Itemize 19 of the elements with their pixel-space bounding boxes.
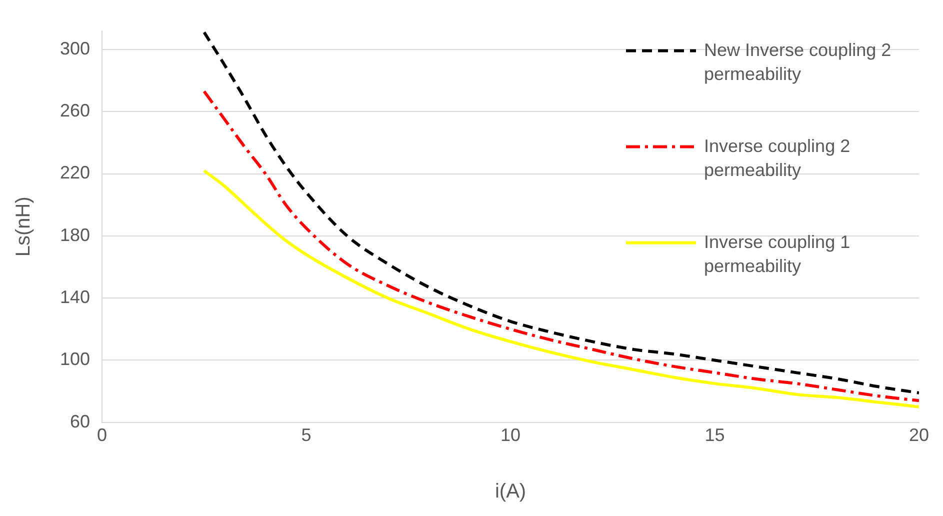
x-tick-label: 0 xyxy=(97,425,108,446)
y-tick-label: 260 xyxy=(60,100,90,121)
x-tick-label: 15 xyxy=(704,425,725,446)
y-tick-label: 60 xyxy=(70,411,90,432)
y-tick-label: 100 xyxy=(60,349,90,370)
line-series xyxy=(202,30,919,394)
line-series xyxy=(202,90,919,402)
y-tick-label: 300 xyxy=(60,38,90,58)
x-tick-label: 20 xyxy=(908,425,930,446)
y-axis-title: Ls(nH) xyxy=(12,196,35,257)
x-axis-title: i(A) xyxy=(494,480,526,503)
x-tick-label: 5 xyxy=(301,425,312,446)
y-tick-label: 220 xyxy=(60,162,90,183)
legend-label: Inverse coupling 2 permeability xyxy=(704,136,850,180)
y-tick-label: 140 xyxy=(60,287,90,308)
legend-label: New Inverse coupling 2 permeability xyxy=(704,40,892,84)
x-tick-label: 10 xyxy=(500,425,521,446)
y-tick-label: 180 xyxy=(60,224,90,245)
legend-label: Inverse coupling 1 permeability xyxy=(704,232,850,276)
